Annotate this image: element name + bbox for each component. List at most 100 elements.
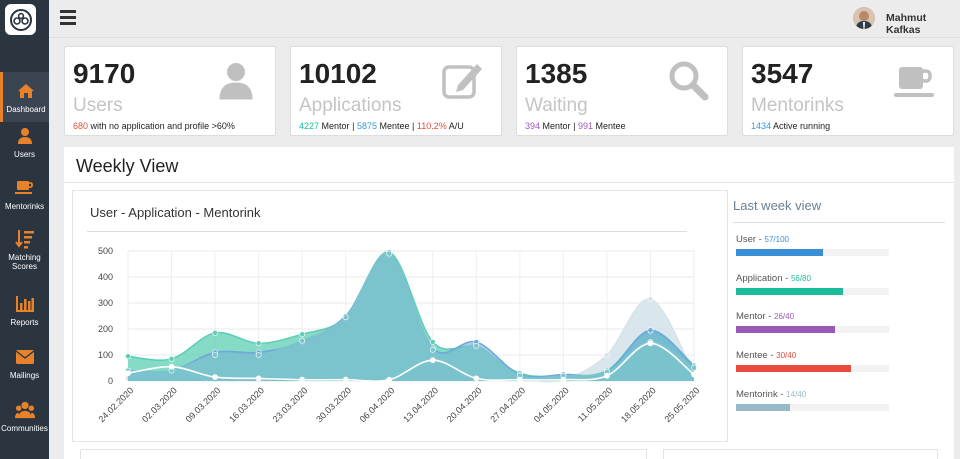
logo[interactable] bbox=[5, 4, 36, 35]
users-stat-card[interactable]: 9170 Users 680 with no application and p… bbox=[64, 46, 276, 136]
data-point bbox=[255, 352, 262, 358]
mentorinks-stat-card[interactable]: 3547 Mentorinks 1434 Active running bbox=[742, 46, 954, 136]
mentee-number: 5875 bbox=[356, 121, 377, 131]
chart-title: User - Application - Mentorink bbox=[90, 205, 261, 220]
applications-stat-card[interactable]: 10102 Applications 4227 Mentor | 5875 Me… bbox=[290, 46, 502, 136]
sidebar: Dashboard Users Mentorinks Matching Scor… bbox=[0, 0, 49, 459]
search-icon bbox=[669, 61, 709, 101]
data-point bbox=[299, 337, 306, 344]
mentorinks-sub-text: Active running bbox=[773, 121, 831, 131]
progress-fill bbox=[736, 249, 824, 256]
mentee-number: 991 bbox=[577, 121, 593, 131]
waiting-label: Waiting bbox=[525, 95, 588, 116]
menu-toggle-icon[interactable] bbox=[60, 10, 76, 25]
mentorinks-sub-number: 1434 bbox=[751, 121, 772, 131]
ratio-text: A/U bbox=[448, 121, 464, 131]
series-area bbox=[128, 253, 694, 381]
progress-track bbox=[736, 326, 889, 333]
edit-icon bbox=[442, 64, 482, 99]
divider bbox=[87, 231, 687, 232]
data-point bbox=[647, 296, 654, 302]
sidebar-item-communities[interactable]: Communities bbox=[0, 391, 49, 441]
data-point bbox=[429, 346, 436, 353]
users-sub-number: 680 bbox=[73, 121, 89, 131]
last-week-mentee: Mentee - 30/40 bbox=[736, 350, 896, 372]
progress-fill bbox=[736, 288, 844, 295]
y-tick-label: 400 bbox=[98, 272, 113, 282]
envelope-icon bbox=[15, 347, 35, 367]
applications-subtext: 4227 Mentor | 5875 Mentee | 110.2% A/U bbox=[299, 121, 464, 131]
topbar: Mahmut Kafkas bbox=[49, 0, 960, 38]
data-point bbox=[691, 365, 697, 371]
avatar[interactable] bbox=[853, 7, 875, 29]
weekly-view-panel: Weekly View User - Application - Mentori… bbox=[64, 147, 954, 459]
progress-fill bbox=[736, 365, 851, 372]
ratio-number: 110.2% bbox=[416, 121, 447, 131]
waiting-stat-card[interactable]: 1385 Waiting 394 Mentor | 991 Mentee bbox=[516, 46, 728, 136]
progress-value: 56/80 bbox=[790, 274, 811, 283]
x-tick-label: 25.05.2020 bbox=[662, 385, 701, 424]
sidebar-item-dashboard[interactable]: Dashboard bbox=[0, 72, 49, 122]
sidebar-item-label: Communities bbox=[1, 423, 48, 433]
data-point bbox=[473, 343, 480, 349]
user-name[interactable]: Mahmut Kafkas bbox=[886, 12, 927, 36]
waiting-subtext: 394 Mentor | 991 Mentee bbox=[525, 121, 626, 131]
data-point bbox=[429, 339, 436, 345]
divider bbox=[64, 182, 954, 183]
sidebar-item-reports[interactable]: Reports bbox=[0, 285, 49, 335]
users-sub-text: with no application and profile >60% bbox=[90, 121, 235, 131]
data-point bbox=[168, 356, 175, 362]
sidebar-item-mailings[interactable]: Mailings bbox=[0, 338, 49, 388]
logo-icon bbox=[9, 8, 32, 31]
weekly-view-title: Weekly View bbox=[76, 156, 179, 176]
waiting-count: 1385 bbox=[525, 58, 588, 89]
sidebar-item-label: Reports bbox=[10, 317, 39, 327]
data-point bbox=[168, 363, 175, 370]
x-tick-label: 16.03.2020 bbox=[227, 385, 266, 424]
data-point bbox=[255, 375, 262, 382]
progress-value: 30/40 bbox=[776, 351, 797, 360]
data-point bbox=[299, 331, 306, 338]
sidebar-item-matching-scores[interactable]: Matching Scores bbox=[0, 225, 49, 275]
mentee-text: Mentee bbox=[595, 121, 626, 131]
x-tick-label: 09.03.2020 bbox=[184, 385, 223, 424]
x-tick-label: 24.02.2020 bbox=[96, 385, 135, 424]
chart-panel: User - Application - Mentorink 0 100 200 30… bbox=[72, 190, 728, 442]
data-point bbox=[342, 314, 349, 321]
x-tick-label: 20.04.2020 bbox=[445, 385, 484, 424]
progress-value: 26/40 bbox=[774, 312, 795, 321]
progress-track bbox=[736, 365, 889, 372]
sidebar-item-label: Matching Scores bbox=[8, 253, 41, 271]
y-tick-label: 100 bbox=[98, 350, 113, 360]
separator: - bbox=[756, 234, 765, 245]
data-point bbox=[255, 340, 262, 347]
sidebar-item-label: Users bbox=[14, 149, 35, 159]
weekly-area-chart[interactable]: 0 100 200 300 400 500 24.02.2020 02.03.2020 09.0… bbox=[73, 239, 727, 441]
mentor-number: 4227 bbox=[299, 121, 320, 131]
last-week-user: User - 57/100 bbox=[736, 234, 896, 256]
separator: - bbox=[767, 350, 777, 361]
sidebar-item-label: Mentorinks bbox=[4, 201, 45, 211]
progress-track bbox=[736, 249, 889, 256]
progress-track bbox=[736, 288, 889, 295]
sidebar-item-mentorinks[interactable]: Mentorinks bbox=[0, 169, 49, 219]
separator: - bbox=[777, 389, 787, 400]
x-tick-label: 30.03.2020 bbox=[314, 385, 353, 424]
progress-fill bbox=[736, 326, 836, 333]
y-tick-label: 500 bbox=[98, 246, 113, 256]
data-point bbox=[560, 376, 567, 383]
progress-label: Mentorink bbox=[736, 389, 778, 400]
divider bbox=[733, 222, 945, 223]
sidebar-item-users[interactable]: Users bbox=[0, 117, 49, 167]
progress-track bbox=[736, 404, 889, 411]
coffee-icon bbox=[14, 178, 35, 198]
user-icon bbox=[15, 126, 35, 146]
separator: | bbox=[573, 121, 576, 131]
separator: - bbox=[782, 273, 791, 284]
x-tick-label: 11.05.2020 bbox=[576, 385, 614, 423]
user-icon bbox=[219, 63, 253, 100]
data-point bbox=[386, 376, 393, 383]
progress-value: 57/100 bbox=[764, 235, 789, 244]
data-point bbox=[473, 375, 480, 382]
data-point bbox=[604, 372, 610, 379]
